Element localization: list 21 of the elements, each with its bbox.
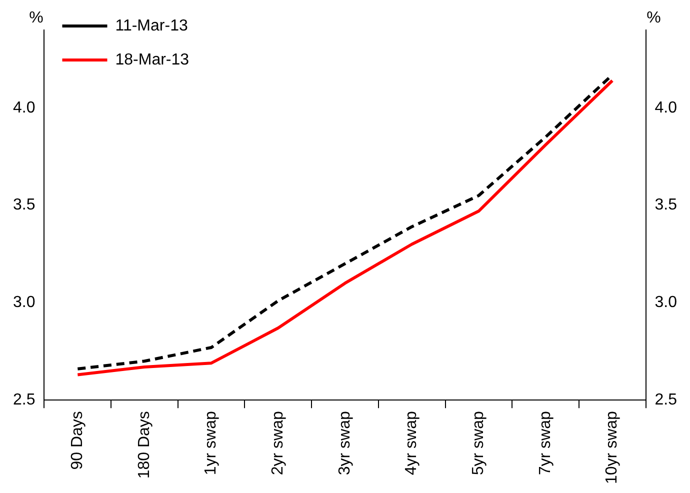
- x-tick-label: 10yr swap: [604, 410, 621, 484]
- x-tick-label: 5yr swap: [470, 410, 488, 476]
- x-tick-label: 2yr swap: [270, 410, 287, 476]
- x-tick-label: 1yr swap: [202, 410, 220, 476]
- x-tick-label: 4yr swap: [403, 410, 420, 476]
- y2-axis-title: %: [646, 9, 661, 26]
- x-tick-label: 3yr swap: [336, 410, 354, 476]
- y-tick-label: 4.0: [12, 99, 36, 116]
- y-axis-title: %: [29, 9, 44, 26]
- x-tick-label: 180 Days: [136, 411, 153, 479]
- x-tick-label: 90 Days: [69, 411, 86, 470]
- legend-label: 18-Mar-13: [115, 51, 190, 68]
- y-tick-label: 3.0: [12, 294, 36, 312]
- x-tick-label: 7yr swap: [536, 410, 554, 476]
- legend-label: 11-Mar-13: [115, 17, 188, 34]
- y2-tick-label: 2.5: [654, 391, 678, 408]
- y-tick-label: 3.5: [12, 196, 36, 214]
- y-tick-label: 2.5: [12, 391, 36, 408]
- y2-tick-label: 3.0: [654, 294, 678, 312]
- y2-tick-label: 4.0: [654, 99, 678, 116]
- y2-tick-label: 3.5: [654, 196, 678, 214]
